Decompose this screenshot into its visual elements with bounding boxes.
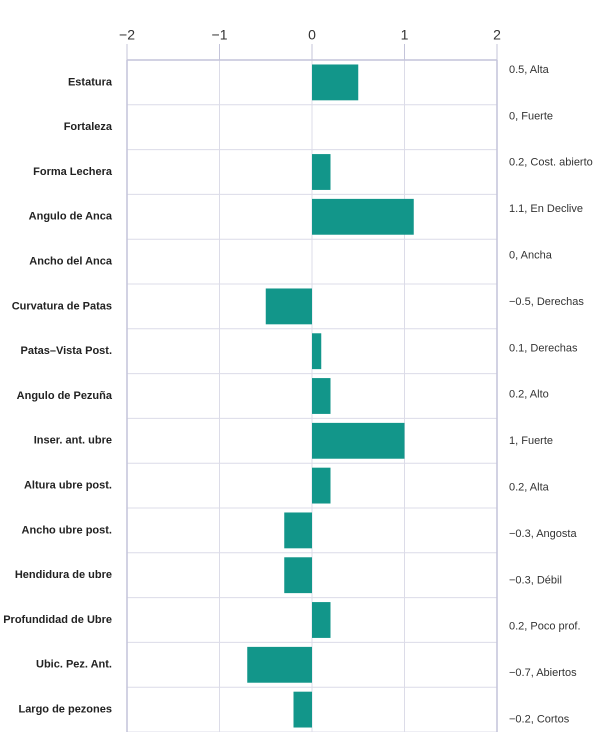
category-label: Inser. ant. ubre bbox=[34, 435, 112, 447]
value-label: 0, Ancha bbox=[509, 250, 553, 262]
bar bbox=[312, 602, 331, 638]
x-tick-label: 0 bbox=[308, 27, 316, 43]
bar bbox=[312, 333, 322, 370]
value-label: 0.2, Alto bbox=[509, 389, 549, 401]
category-label: Angulo de Pezuña bbox=[17, 390, 113, 402]
bar bbox=[265, 288, 312, 325]
value-label: 0.2, Alta bbox=[509, 482, 550, 494]
value-label: −0.3, Angosta bbox=[509, 528, 577, 540]
value-label: 1, Fuerte bbox=[509, 435, 553, 447]
bar bbox=[284, 512, 312, 549]
bar bbox=[312, 378, 331, 414]
value-label: 1.1, En Declive bbox=[509, 203, 583, 215]
bar bbox=[284, 557, 312, 594]
value-label: 0, Fuerte bbox=[509, 110, 553, 122]
bar bbox=[312, 467, 331, 504]
category-label: Ancho ubre post. bbox=[22, 524, 112, 536]
category-label: Fortaleza bbox=[64, 121, 113, 133]
category-label: Angulo de Anca bbox=[29, 211, 113, 223]
category-label: Patas–Vista Post. bbox=[20, 345, 112, 357]
category-label: Forma Lechera bbox=[33, 166, 113, 178]
value-label: −0.7, Abiertos bbox=[509, 667, 577, 679]
category-label: Hendidura de ubre bbox=[15, 569, 112, 581]
x-tick-label: −1 bbox=[212, 27, 228, 43]
category-label: Curvatura de Patas bbox=[12, 300, 112, 312]
x-tick-label: −2 bbox=[119, 27, 135, 43]
value-label: 0.2, Cost. abierto bbox=[509, 157, 593, 169]
x-tick-label: 1 bbox=[401, 27, 409, 43]
value-label: 0.1, Derechas bbox=[509, 342, 578, 354]
category-label: Profundidad de Ubre bbox=[3, 614, 112, 626]
value-label: 0.5, Alta bbox=[509, 64, 550, 76]
x-tick-label: 2 bbox=[493, 27, 501, 43]
value-label: −0.3, Débil bbox=[509, 574, 562, 586]
bar bbox=[293, 691, 312, 728]
bar bbox=[312, 198, 414, 235]
category-label: Ancho del Anca bbox=[29, 256, 113, 268]
value-label: −0.2, Cortos bbox=[509, 714, 570, 726]
category-label: Altura ubre post. bbox=[24, 480, 112, 492]
bar bbox=[312, 154, 331, 190]
category-label: Ubic. Pez. Ant. bbox=[36, 659, 112, 671]
category-label: Largo de pezones bbox=[18, 704, 112, 716]
value-label: 0.2, Poco prof. bbox=[509, 621, 581, 633]
bar bbox=[247, 646, 312, 683]
value-label: −0.5, Derechas bbox=[509, 296, 584, 308]
category-label: Estatura bbox=[68, 76, 113, 88]
bar bbox=[312, 422, 405, 459]
bar bbox=[312, 64, 359, 101]
